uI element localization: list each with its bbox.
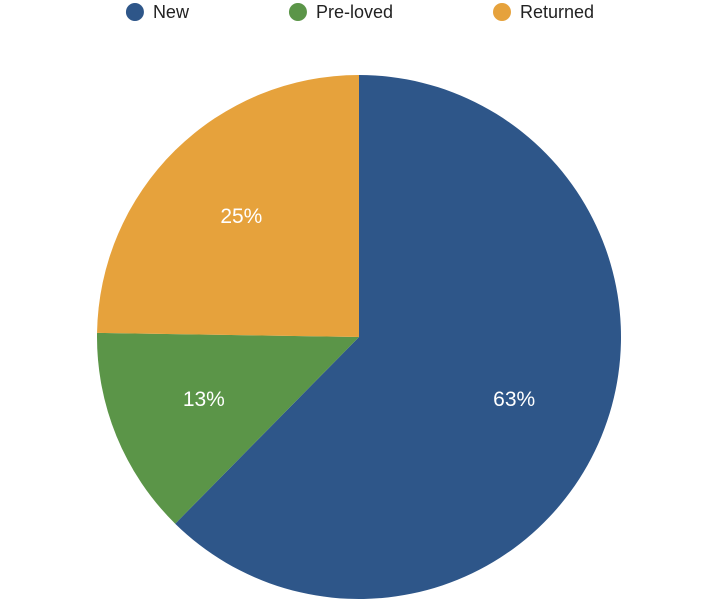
legend-marker (493, 3, 511, 21)
pie-slice (97, 75, 360, 337)
pie-slice (175, 75, 621, 599)
slice-label: 13% (183, 388, 225, 411)
pie-slice (96, 332, 359, 524)
legend-label: Returned (520, 2, 594, 22)
legend-label: New (153, 2, 190, 22)
slice-label: 25% (220, 205, 262, 228)
legend-item: Pre-loved (288, 2, 393, 22)
legend-marker (288, 3, 307, 21)
legend-label: Pre-loved (316, 2, 393, 22)
legend-item: New (125, 2, 190, 22)
slice-label: 63% (493, 388, 535, 411)
legend: New Pre-loved Returned (125, 2, 594, 22)
legend-marker (125, 3, 144, 21)
legend-item: Returned (493, 2, 594, 22)
pie: 63% 13% 25% (96, 75, 621, 599)
